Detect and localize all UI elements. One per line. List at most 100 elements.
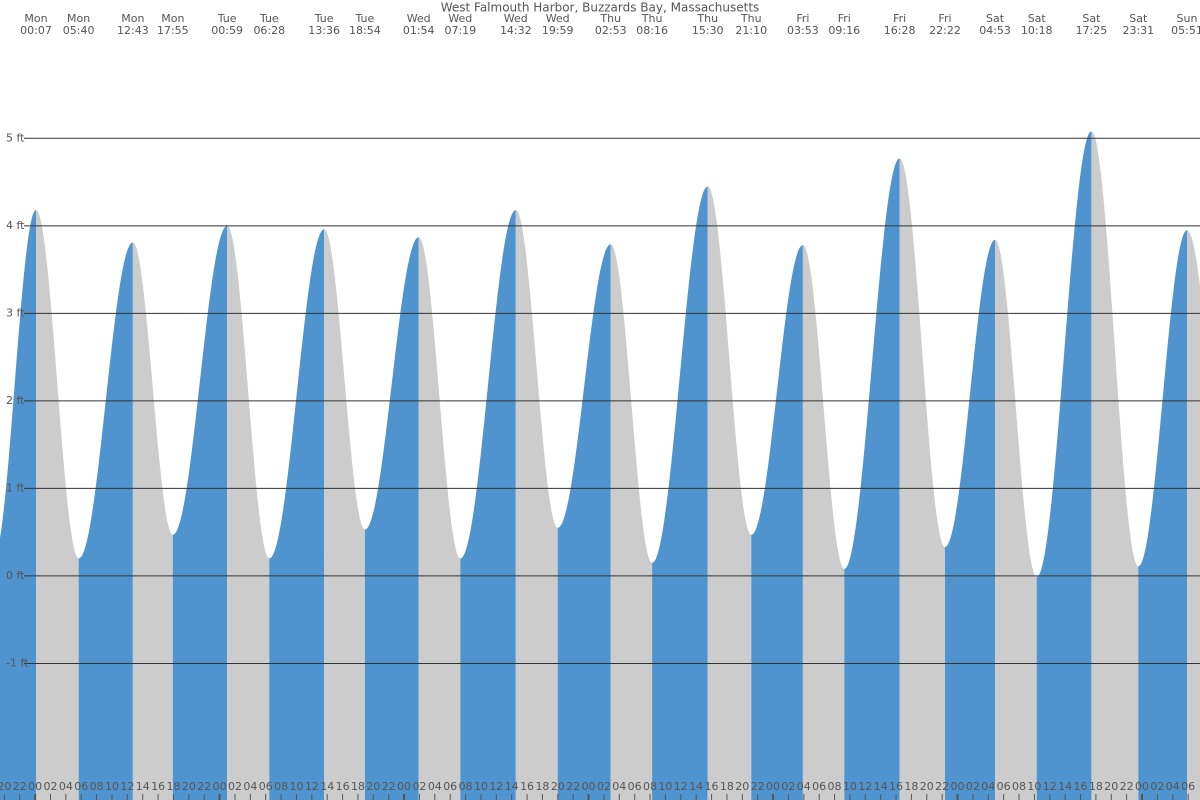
rising-tide (844, 158, 900, 800)
rising-tide (269, 229, 325, 800)
x-tick-label: 22 (935, 780, 949, 793)
extreme-day: Fri (838, 12, 851, 25)
extreme-day: Tue (259, 12, 279, 25)
extreme-time: 15:30 (692, 24, 724, 37)
x-tick-label: 06 (259, 780, 273, 793)
x-tick-label: 02 (1150, 780, 1164, 793)
x-tick-label: 20 (366, 780, 380, 793)
x-tick-label: 04 (59, 780, 73, 793)
falling-tide (610, 244, 653, 800)
x-tick-label: 14 (1058, 780, 1072, 793)
extreme-time: 05:51 (1171, 24, 1200, 37)
extreme-day: Mon (161, 12, 184, 25)
extreme-time: 00:07 (20, 24, 52, 37)
rising-tide (1138, 230, 1187, 800)
x-tick-label: 08 (459, 780, 473, 793)
x-tick-label: 14 (505, 780, 519, 793)
extreme-day: Tue (314, 12, 334, 25)
x-tick-label: 10 (658, 780, 672, 793)
extreme-time: 09:16 (828, 24, 860, 37)
x-tick-label: 00 (213, 780, 227, 793)
extreme-time: 05:40 (63, 24, 95, 37)
x-tick-label: 08 (90, 780, 104, 793)
x-tick-label: 04 (797, 780, 811, 793)
extreme-time: 08:16 (636, 24, 668, 37)
rising-tide (364, 237, 419, 800)
extreme-time: 06:28 (253, 24, 285, 37)
falling-tide (899, 158, 945, 800)
y-tick-label: 1 ft (6, 481, 25, 494)
extreme-day: Sat (1129, 12, 1148, 25)
extreme-day: Wed (546, 12, 570, 25)
extreme-time: 14:32 (500, 24, 532, 37)
x-tick-label: 00 (582, 780, 596, 793)
extreme-day: Tue (217, 12, 237, 25)
extreme-time: 22:22 (929, 24, 961, 37)
x-tick-label: 16 (705, 780, 719, 793)
x-tick-label: 04 (1166, 780, 1180, 793)
x-tick-label: 10 (105, 780, 119, 793)
x-tick-label: 06 (74, 780, 88, 793)
extreme-time: 04:53 (979, 24, 1011, 37)
x-tick-label: 00 (766, 780, 780, 793)
x-tick-label: 16 (151, 780, 165, 793)
x-tick-label: 14 (874, 780, 888, 793)
x-tick-label: 12 (120, 780, 134, 793)
x-tick-label: 22 (1120, 780, 1134, 793)
extreme-day: Thu (641, 12, 663, 25)
extreme-day: Thu (599, 12, 621, 25)
extreme-day: Wed (504, 12, 528, 25)
x-tick-label: 12 (1043, 780, 1057, 793)
extreme-time: 13:36 (308, 24, 340, 37)
falling-tide (227, 225, 270, 800)
x-tick-label: 20 (551, 780, 565, 793)
x-tick-label: 18 (1089, 780, 1103, 793)
rising-tide (652, 186, 708, 800)
extreme-time: 03:53 (787, 24, 819, 37)
y-tick-label: 5 ft (6, 131, 25, 144)
x-tick-label: 02 (597, 780, 611, 793)
x-tick-label: 16 (1074, 780, 1088, 793)
extreme-time: 01:54 (403, 24, 435, 37)
x-tick-label: 18 (904, 780, 918, 793)
x-tick-label: 20 (182, 780, 196, 793)
extreme-time: 21:10 (735, 24, 767, 37)
y-tick-label: 3 ft (6, 306, 25, 319)
extreme-day: Fri (938, 12, 951, 25)
rising-tide (460, 210, 516, 800)
extreme-time: 02:53 (595, 24, 627, 37)
rising-tide (557, 244, 611, 800)
extreme-day: Fri (796, 12, 809, 25)
extreme-time: 00:59 (211, 24, 243, 37)
extreme-day: Thu (696, 12, 718, 25)
x-tick-label: 14 (689, 780, 703, 793)
x-tick-label: 02 (412, 780, 426, 793)
x-tick-label: 14 (136, 780, 150, 793)
falling-tide (802, 245, 845, 800)
y-tick-label: -1 ft (6, 656, 29, 669)
x-tick-label: 02 (228, 780, 242, 793)
x-tick-label: 20 (0, 780, 11, 793)
extreme-time: 23:31 (1122, 24, 1154, 37)
extreme-time: 17:55 (157, 24, 189, 37)
x-tick-label: 18 (720, 780, 734, 793)
extreme-time: 16:28 (884, 24, 916, 37)
falling-tide (132, 242, 173, 800)
falling-tide (707, 186, 752, 800)
extreme-day: Wed (448, 12, 472, 25)
x-tick-label: 12 (674, 780, 688, 793)
falling-tide (324, 229, 365, 800)
extreme-time: 18:54 (349, 24, 381, 37)
rising-tide (0, 210, 36, 800)
x-tick-label: 04 (612, 780, 626, 793)
extreme-time: 19:59 (542, 24, 574, 37)
extreme-time: 07:19 (444, 24, 476, 37)
x-tick-label: 00 (1135, 780, 1149, 793)
extreme-day: Sun (1177, 12, 1198, 25)
x-tick-label: 08 (1012, 780, 1026, 793)
y-tick-label: 0 ft (6, 569, 25, 582)
x-tick-label: 16 (336, 780, 350, 793)
x-tick-label: 00 (28, 780, 42, 793)
x-tick-label: 10 (843, 780, 857, 793)
